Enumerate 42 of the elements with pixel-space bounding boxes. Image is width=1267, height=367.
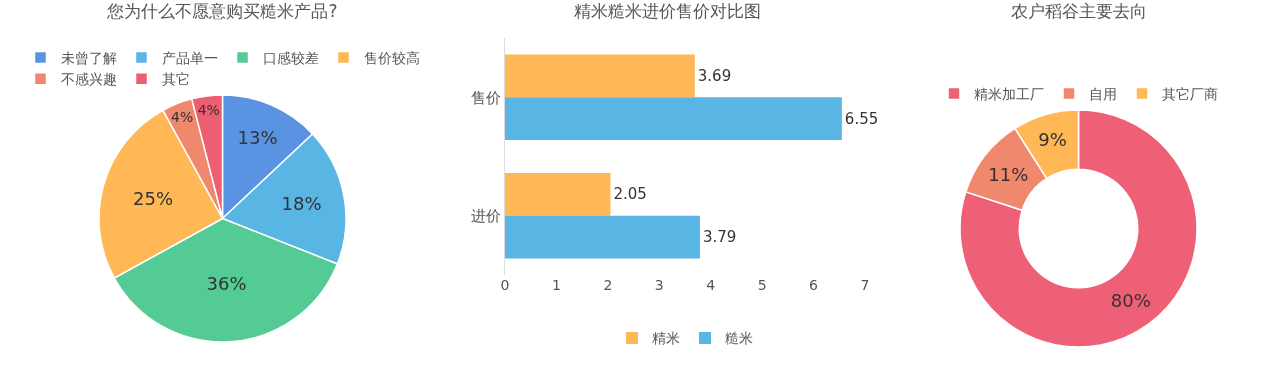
data-label: 3.69 [697,66,732,85]
data-label: 4% [171,108,194,125]
chart-title: 农户稻谷主要去向 [1010,1,1147,22]
legend-label: 精米 [652,330,680,347]
bar [505,173,611,216]
data-label: 13% [237,126,278,148]
x-tick-label: 7 [860,277,870,293]
x-tick-label: 1 [551,277,561,293]
data-label: 25% [133,187,174,209]
x-tick-label: 2 [603,277,613,293]
x-tick-label: 0 [500,277,510,293]
legend-label: 精米加工厂 [974,86,1044,103]
data-label: 18% [281,192,322,214]
chart-title: 精米糙米进价售价对比图 [574,1,761,22]
bar [505,54,695,98]
x-tick-label: 5 [757,277,767,293]
legend-label: 其它厂商 [1162,86,1218,103]
legend-label: 产品单一 [161,50,218,67]
legend-label: 口感较差 [262,50,319,67]
legend-label: 售价较高 [363,50,420,67]
data-label: 36% [206,272,247,294]
chart-title: 您为什么不愿意购买糙米产品? [106,1,338,22]
legend-label: 未曾了解 [60,50,117,67]
data-label: 80% [1110,289,1151,311]
legend-label: 不感兴趣 [60,71,117,88]
data-label: 11% [988,163,1029,185]
y-tick-label: 售价 [471,88,501,107]
x-tick-label: 6 [809,277,819,293]
x-tick-label: 3 [654,277,664,293]
data-label: 3.79 [702,228,737,247]
legend-label: 其它 [161,71,190,88]
x-tick-label: 4 [706,277,716,293]
donut-slice [959,109,1198,348]
data-label: 9% [1038,129,1067,151]
bar [505,215,700,259]
data-label: 4% [197,101,220,118]
legend-label: 自用 [1089,86,1117,103]
data-label: 6.55 [844,109,879,128]
y-tick-label: 进价 [471,207,501,225]
bar [505,97,842,140]
legend-label: 糙米 [725,330,753,347]
data-label: 2.05 [613,185,647,204]
